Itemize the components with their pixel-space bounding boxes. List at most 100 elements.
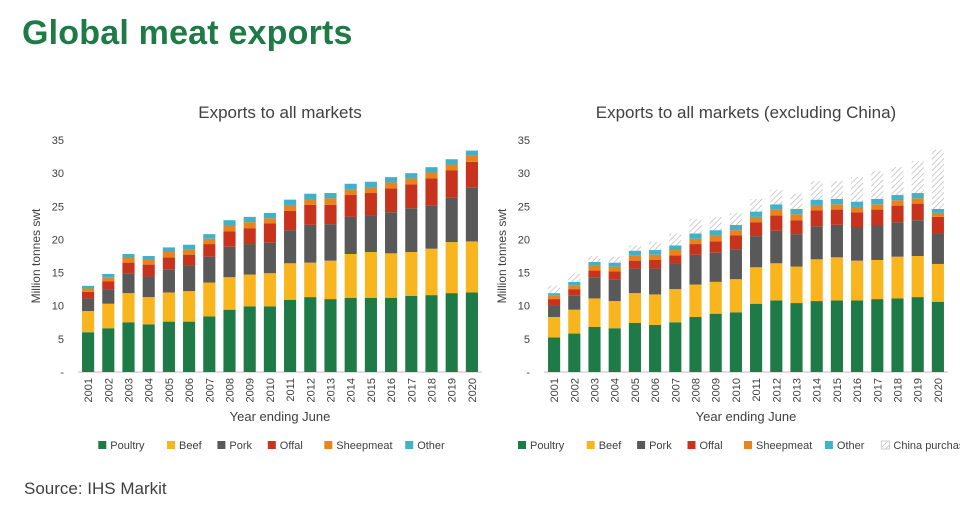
bar-poultry-2014 <box>344 297 357 372</box>
y-tick-label: 25 <box>52 201 64 213</box>
y-tick-label: - <box>60 367 64 379</box>
bar-pork-2019 <box>445 197 458 243</box>
bar-china-purchases-2008 <box>689 218 702 234</box>
bar-pork-2011 <box>750 236 763 268</box>
x-tick-label: 2014 <box>346 378 358 402</box>
bar-poultry-2017 <box>871 299 884 372</box>
x-tick-label: 2016 <box>852 378 864 402</box>
bar-poultry-2007 <box>669 322 682 372</box>
bar-beef-2005 <box>628 293 641 323</box>
bar-sheepmeat-2005 <box>162 252 175 258</box>
bar-sheepmeat-2005 <box>628 255 641 261</box>
y-tick-label: 5 <box>524 334 530 346</box>
y-tick-label: 20 <box>518 234 530 246</box>
legend-label-pork: Pork <box>649 440 672 452</box>
bar-other-2018 <box>425 167 438 173</box>
x-tick-label: 2011 <box>751 378 763 402</box>
bar-poultry-2016 <box>385 297 398 372</box>
bar-other-2009 <box>243 216 256 223</box>
legend-swatch-beef <box>167 441 175 449</box>
bar-poultry-2006 <box>183 321 196 372</box>
bar-beef-2012 <box>770 263 783 301</box>
bar-china-purchases-2017 <box>871 171 884 199</box>
x-tick-label: 2003 <box>124 378 136 402</box>
bar-poultry-2013 <box>790 303 803 372</box>
bar-sheepmeat-2009 <box>709 235 722 242</box>
bar-beef-2004 <box>142 297 155 325</box>
bar-beef-2018 <box>425 248 438 296</box>
legend-label-other: Other <box>417 440 445 452</box>
bar-poultry-2019 <box>911 297 924 372</box>
bar-beef-2018 <box>891 256 904 299</box>
bar-beef-2015 <box>830 257 843 301</box>
bar-other-2017 <box>871 198 884 205</box>
bar-beef-2013 <box>324 260 337 300</box>
x-tick-label: 2013 <box>792 378 804 402</box>
bar-beef-2017 <box>405 252 418 296</box>
bar-poultry-2012 <box>304 297 317 372</box>
bar-sheepmeat-2011 <box>284 204 297 211</box>
bar-sheepmeat-2018 <box>891 200 904 206</box>
bar-poultry-2005 <box>628 322 641 372</box>
bar-offal-2002 <box>568 289 581 296</box>
bar-beef-2005 <box>162 292 175 322</box>
bar-other-2002 <box>102 273 115 278</box>
bar-beef-2002 <box>102 303 115 329</box>
legend-swatch-offal <box>687 441 696 449</box>
chart-title: Exports to all markets <box>198 103 361 122</box>
bar-poultry-2012 <box>770 300 783 372</box>
x-tick-label: 2001 <box>83 378 95 402</box>
bar-beef-2009 <box>243 274 256 307</box>
legend-swatch-beef <box>586 441 595 449</box>
bar-sheepmeat-2012 <box>304 198 317 205</box>
source-note: Source: IHS Markit <box>24 479 167 498</box>
bar-beef-2004 <box>608 301 621 329</box>
bar-pork-2012 <box>304 224 317 263</box>
bar-china-purchases-2019 <box>911 161 924 194</box>
bar-offal-2004 <box>142 264 155 277</box>
bar-beef-2016 <box>385 253 398 298</box>
bar-other-2013 <box>790 208 803 215</box>
x-tick-label: 2009 <box>711 378 723 402</box>
y-tick-label: 30 <box>518 168 530 180</box>
bar-beef-2010 <box>263 273 276 307</box>
bar-pork-2003 <box>588 277 601 299</box>
bar-other-2006 <box>183 244 196 250</box>
legend-swatch-pork <box>217 441 226 449</box>
bar-sheepmeat-2003 <box>122 257 135 263</box>
bar-china-purchases-2013 <box>790 193 803 209</box>
bar-offal-2005 <box>162 257 175 270</box>
bar-pork-2015 <box>830 224 843 258</box>
bar-sheepmeat-2015 <box>830 204 843 210</box>
bar-beef-2014 <box>344 254 357 298</box>
bar-pork-2004 <box>608 279 621 302</box>
bar-pork-2010 <box>263 242 276 274</box>
bar-china-purchases-2015 <box>830 181 843 199</box>
legend-label-poultry: Poultry <box>110 440 145 452</box>
legend-label-offal: Offal <box>280 440 303 452</box>
y-tick-label: 20 <box>52 234 64 246</box>
bar-poultry-2009 <box>243 306 256 372</box>
bar-china-purchases-2003 <box>588 256 601 262</box>
bar-sheepmeat-2019 <box>445 164 458 171</box>
bar-other-2015 <box>364 181 377 188</box>
bar-offal-2007 <box>669 255 682 264</box>
bar-pork-2018 <box>425 205 438 249</box>
x-tick-label: 2007 <box>204 378 216 402</box>
bar-pork-2005 <box>628 268 641 294</box>
legend-label-china-purchases: China purchases <box>893 440 960 452</box>
bar-pork-2006 <box>183 265 196 292</box>
bar-beef-2008 <box>223 277 236 310</box>
x-tick-label: 2007 <box>670 378 682 402</box>
chart-excluding-china: Exports to all markets (excluding China)… <box>495 103 960 452</box>
bar-beef-2014 <box>810 259 823 302</box>
bar-beef-2003 <box>588 298 601 327</box>
legend-swatch-other <box>824 441 833 449</box>
bar-poultry-2010 <box>263 306 276 372</box>
bar-pork-2008 <box>223 246 236 278</box>
bar-beef-2019 <box>911 256 924 298</box>
bar-poultry-2016 <box>851 300 864 372</box>
bar-sheepmeat-2001 <box>82 288 95 292</box>
bar-sheepmeat-2004 <box>142 259 155 265</box>
bar-other-2018 <box>891 195 904 201</box>
